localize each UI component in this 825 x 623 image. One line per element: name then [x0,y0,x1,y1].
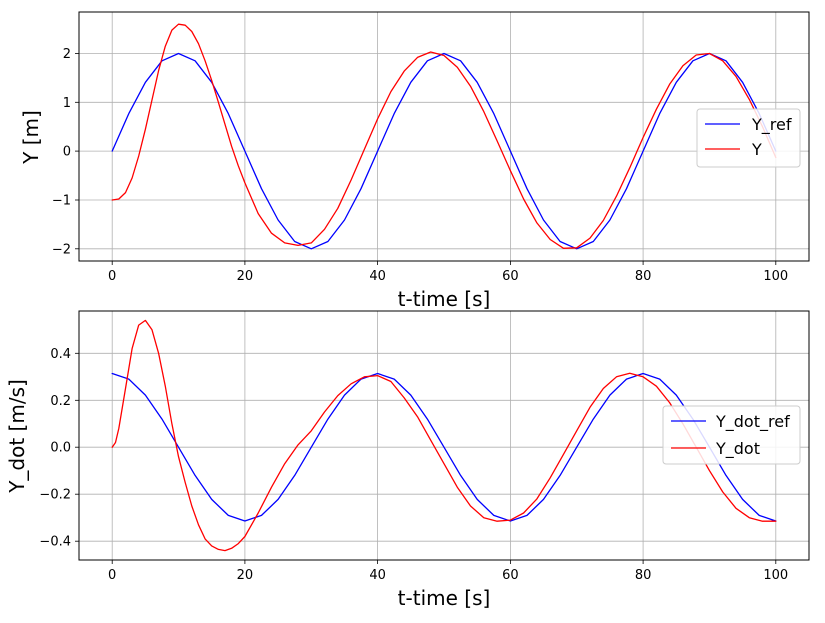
y-axis-label: Y_dot [m/s] [5,379,29,494]
y-tick-label: −0.2 [39,488,71,503]
y-tick-labels: −0.4 −0.2 0.0 0.2 0.4 [39,347,79,550]
series-line-y-dot-ref [111,372,777,522]
legend: Y_ref Y [696,108,801,168]
x-tick-label: 100 [763,568,788,583]
series-line-y-ref [111,52,777,250]
x-tick-label: 40 [369,269,386,284]
y-axis-label: Y [m] [19,110,43,165]
y-tick-label: −2 [52,242,71,257]
legend-label-y-dot-ref: Y_dot_ref [715,412,790,432]
x-tick-label: 0 [108,269,116,284]
y-tick-labels: −2 −1 0 1 2 [52,47,79,257]
x-tick-label: 40 [369,568,386,583]
y-tick-label: 0.2 [50,394,71,409]
y-tick-label: −1 [52,194,71,209]
x-tick-label: 60 [502,269,519,284]
y-tick-label: −0.4 [39,535,71,550]
x-axis-label: t-time [s] [398,287,491,311]
series-lines [111,23,777,250]
x-tick-label: 80 [635,568,652,583]
x-tick-label: 20 [237,568,254,583]
y-tick-label: 2 [63,47,71,62]
subplot-position: 0 20 40 60 80 100 −2 −1 0 1 2 t-time [s] Y [m] Y_… [19,11,810,311]
x-tick-label: 60 [502,568,519,583]
series-lines [111,319,777,552]
y-tick-label: 0.0 [50,441,71,456]
x-tick-label: 80 [635,269,652,284]
subplot-velocity: 0 20 40 60 80 100 −0.4 −0.2 0.0 0.2 0.4 t-time [s… [5,310,810,610]
legend: Y_dot_ref Y_dot [662,405,801,465]
series-line-y [111,23,777,249]
y-tick-label: 0 [63,145,71,160]
x-tick-label: 100 [763,269,788,284]
x-tick-labels: 0 20 40 60 80 100 [108,261,788,284]
y-tick-label: 1 [63,96,71,111]
legend-label-y-ref: Y_ref [751,115,792,135]
y-tick-label: 0.4 [50,347,71,362]
axes-frame [78,11,810,262]
legend-label-y-dot: Y_dot [715,439,760,459]
x-tick-labels: 0 20 40 60 80 100 [108,560,788,583]
legend-label-y: Y [751,140,762,159]
x-tick-label: 0 [108,568,116,583]
series-line-y-dot [111,319,777,552]
axes-frame [78,310,810,561]
x-tick-label: 20 [237,269,254,284]
x-axis-label: t-time [s] [398,586,491,610]
